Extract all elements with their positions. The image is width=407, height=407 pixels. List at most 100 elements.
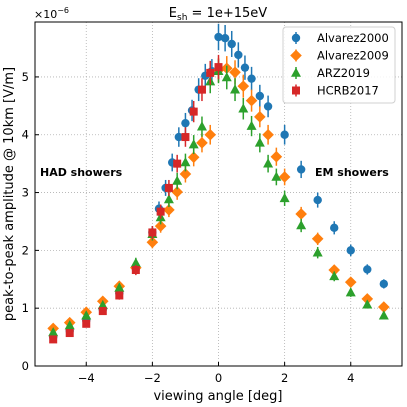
data-point	[115, 291, 124, 300]
data-point	[255, 91, 265, 101]
legend-marker-diamond	[290, 49, 302, 62]
data-point	[311, 233, 324, 245]
data-point	[227, 39, 236, 49]
annotation-had-showers: HAD showers	[40, 166, 123, 179]
data-point	[313, 195, 322, 205]
legend-label: ARZ2019	[317, 66, 370, 80]
data-point	[330, 223, 339, 233]
data-point	[262, 128, 274, 141]
chart-title: Esh = 1e+15eV	[169, 6, 267, 23]
data-point	[49, 335, 58, 344]
data-point	[312, 247, 323, 257]
y-tick-label: 0	[22, 359, 29, 373]
y-tick-label: 1	[22, 301, 29, 315]
y-tick-label: 3	[22, 186, 29, 200]
data-point	[221, 72, 232, 82]
data-points	[47, 23, 390, 344]
data-point	[278, 171, 291, 183]
chart-title-main: E	[169, 6, 177, 21]
data-point	[379, 279, 389, 289]
data-point	[230, 84, 241, 94]
y-tick-label: 2	[22, 243, 29, 257]
data-point	[97, 299, 108, 310]
data-point	[263, 158, 274, 168]
y-axis-multiplier: ×10−6	[34, 6, 69, 21]
data-point	[280, 130, 289, 139]
y-axis-label: peak-to-peak amplitude @ 10km [V/m]	[2, 67, 17, 321]
legend-marker-circle	[291, 33, 301, 43]
legend-label: Alvarez2009	[317, 49, 389, 63]
data-point	[238, 103, 249, 113]
data-point	[189, 107, 198, 116]
data-point	[179, 168, 192, 180]
legend: Alvarez2000 Alvarez2009 ARZ2019 HCRB2017	[282, 26, 396, 104]
data-point	[114, 282, 125, 292]
data-point	[204, 128, 217, 141]
chart-title-sub: sh	[177, 13, 187, 23]
data-point	[154, 220, 167, 232]
data-point	[196, 121, 207, 131]
legend-box	[282, 26, 396, 104]
data-point	[247, 74, 256, 83]
data-point	[234, 50, 243, 60]
data-point	[48, 327, 59, 337]
y-multiplier-exponent: −6	[57, 6, 69, 15]
data-point	[98, 307, 107, 316]
data-point	[174, 132, 184, 142]
data-point	[173, 159, 182, 168]
data-point	[362, 299, 373, 309]
data-point	[279, 192, 290, 203]
data-point	[361, 293, 374, 305]
data-point	[181, 133, 190, 142]
data-point	[345, 287, 356, 297]
data-point	[146, 236, 159, 249]
axis-ticks: −4 −2 0 2 4 0 1 2 3 4 5	[22, 70, 355, 385]
data-point	[229, 66, 241, 79]
legend-label: Alvarez2000	[317, 31, 389, 45]
data-point	[328, 264, 341, 276]
legend-marker-square	[292, 86, 300, 95]
annotation-em-showers: EM showers	[315, 166, 389, 179]
data-point	[148, 228, 157, 237]
series-arz2019	[48, 59, 389, 337]
data-point	[296, 165, 306, 174]
x-axis-label: viewing angle [deg]	[153, 389, 282, 404]
data-point	[82, 319, 91, 328]
data-point	[378, 301, 390, 313]
data-point	[296, 220, 307, 230]
data-point	[220, 33, 230, 43]
data-point	[156, 207, 165, 216]
data-point	[197, 85, 206, 94]
x-tick-label: 0	[215, 371, 222, 385]
data-point	[254, 111, 266, 123]
data-point	[64, 320, 75, 330]
data-point	[172, 175, 183, 185]
x-tick-label: −2	[144, 371, 161, 385]
data-point	[196, 137, 208, 149]
legend-label: HCRB2017	[317, 84, 379, 98]
y-tick-label: 5	[22, 70, 29, 84]
data-point	[254, 137, 265, 147]
data-point	[246, 120, 257, 130]
data-point	[181, 118, 190, 128]
data-point	[214, 63, 223, 72]
data-point	[206, 68, 215, 77]
chart-title-rest: = 1e+15eV	[187, 6, 267, 21]
data-point	[180, 157, 191, 167]
data-point	[131, 266, 140, 275]
data-point	[130, 257, 141, 267]
data-point	[214, 32, 223, 42]
series-hcrb2017	[49, 54, 223, 344]
data-point	[346, 246, 355, 255]
data-point	[344, 276, 357, 288]
x-tick-label: −4	[78, 371, 95, 385]
data-point	[363, 265, 372, 274]
data-point	[263, 102, 273, 111]
data-point	[187, 151, 200, 164]
data-point	[270, 150, 283, 163]
data-point	[163, 194, 174, 204]
data-point	[188, 139, 199, 149]
data-point	[163, 204, 175, 216]
data-point	[237, 80, 250, 92]
